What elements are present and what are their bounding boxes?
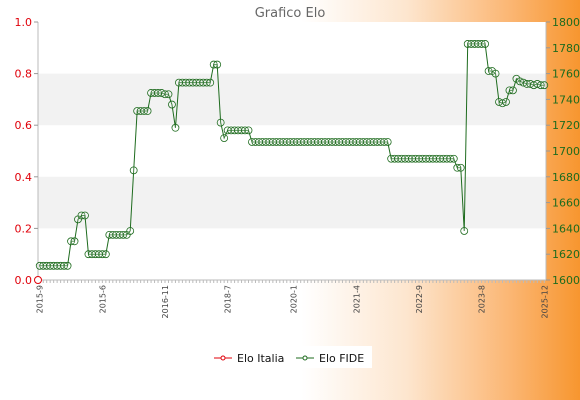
- right-tick-label: 1740: [552, 93, 580, 106]
- fide-point: [491, 69, 500, 78]
- x-tick-label: 2020-1: [290, 285, 299, 313]
- fide-point: [126, 227, 135, 235]
- fide-point: [164, 90, 173, 99]
- left-tick-label: 0.8: [15, 68, 33, 81]
- right-tick-label: 1640: [552, 222, 580, 235]
- x-tick-label: 2015-6: [98, 285, 107, 313]
- fide-line: [39, 43, 545, 267]
- fide-point: [540, 81, 549, 90]
- right-tick-label: 1600: [552, 274, 580, 287]
- left-tick-label: 1.0: [15, 16, 33, 29]
- fide-point: [206, 78, 215, 87]
- legend-fide-marker: [302, 355, 308, 361]
- fide-point: [449, 154, 458, 163]
- fide-point: [168, 100, 176, 109]
- fide-point: [70, 237, 79, 246]
- fide-point: [81, 211, 89, 220]
- plot-area: [38, 22, 546, 280]
- italia-point: [34, 276, 42, 284]
- right-tick-label: 1760: [552, 68, 580, 81]
- left-tick-label: 0.6: [15, 119, 33, 132]
- grid-band: [38, 176, 546, 229]
- x-tick-label: 2025-12: [540, 285, 549, 318]
- fide-point: [220, 134, 229, 143]
- x-tick-label: 2022-9: [415, 285, 424, 313]
- right-tick-label: 1620: [552, 248, 580, 261]
- left-tick-label: 0.4: [15, 171, 33, 184]
- fide-point: [213, 60, 222, 69]
- fide-point: [143, 107, 152, 115]
- right-tick-label: 1700: [552, 145, 580, 158]
- fide-point: [129, 166, 138, 175]
- fide-point: [460, 227, 469, 235]
- grid-band: [38, 73, 546, 126]
- x-axis-ticks: 2015-9 2015-6 2016-11 2018-7 2020-1 2021-4 202…: [36, 280, 549, 318]
- right-axis-ticks: 1600 1620 1640 1660 1680 1700 1720 1740 1760 1780…: [546, 16, 580, 287]
- fide-point: [244, 126, 253, 135]
- x-tick-label: 2016-11: [161, 285, 170, 318]
- fide-point: [456, 163, 465, 172]
- right-tick-label: 1680: [552, 171, 580, 184]
- fide-point: [502, 98, 510, 106]
- left-axis-ticks: 0.0 0.2 0.4 0.6 0.8 1.0: [15, 16, 38, 287]
- fide-point: [171, 123, 180, 132]
- legend-box: [208, 346, 372, 368]
- fide-point: [383, 138, 392, 146]
- x-tick-label: 2015-9: [36, 285, 45, 313]
- right-tick-label: 1780: [552, 42, 580, 55]
- fide-point: [63, 261, 72, 270]
- left-tick-label: 0.0: [15, 274, 33, 287]
- series-elo-fide: [35, 40, 549, 270]
- x-tick-label: 2018-7: [224, 285, 233, 313]
- x-tick-label: 2021-4: [352, 285, 361, 313]
- fide-point: [101, 250, 110, 259]
- fide-point: [509, 86, 517, 95]
- fide-point: [481, 40, 490, 48]
- left-tick-label: 0.2: [15, 222, 33, 235]
- legend-italia-label: Elo Italia: [237, 352, 284, 365]
- series-elo-italia: [34, 276, 42, 284]
- right-tick-label: 1720: [552, 119, 580, 132]
- right-tick-label: 1800: [552, 16, 580, 29]
- x-tick-label: 2023-8: [478, 285, 487, 313]
- legend-italia-marker: [220, 355, 226, 361]
- legend-fide-label: Elo FIDE: [319, 352, 364, 365]
- fide-point: [216, 118, 225, 127]
- chart-title: Grafico Elo: [255, 6, 326, 21]
- right-tick-label: 1660: [552, 197, 580, 210]
- legend: Elo Italia Elo FIDE: [208, 346, 372, 368]
